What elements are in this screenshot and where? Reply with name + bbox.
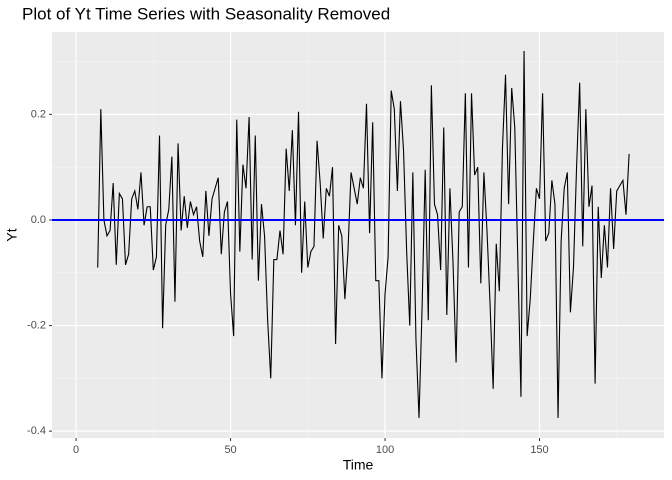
data-line xyxy=(97,51,630,418)
y-tick-label: -0.4 xyxy=(27,425,46,437)
y-tick-label: 0.0 xyxy=(31,214,46,226)
x-tick-label: 100 xyxy=(376,444,394,456)
panel xyxy=(52,32,664,438)
y-tick-label: 0.2 xyxy=(31,108,46,120)
y-tick-label: -0.2 xyxy=(27,319,46,331)
x-tick-label: 150 xyxy=(530,444,548,456)
x-tick-label: 0 xyxy=(73,444,79,456)
x-tick-label: 50 xyxy=(224,444,236,456)
y-axis-title: Yt xyxy=(4,228,20,241)
x-axis-title: Time xyxy=(343,457,374,473)
chart-title: Plot of Yt Time Series with Seasonality … xyxy=(22,4,390,23)
